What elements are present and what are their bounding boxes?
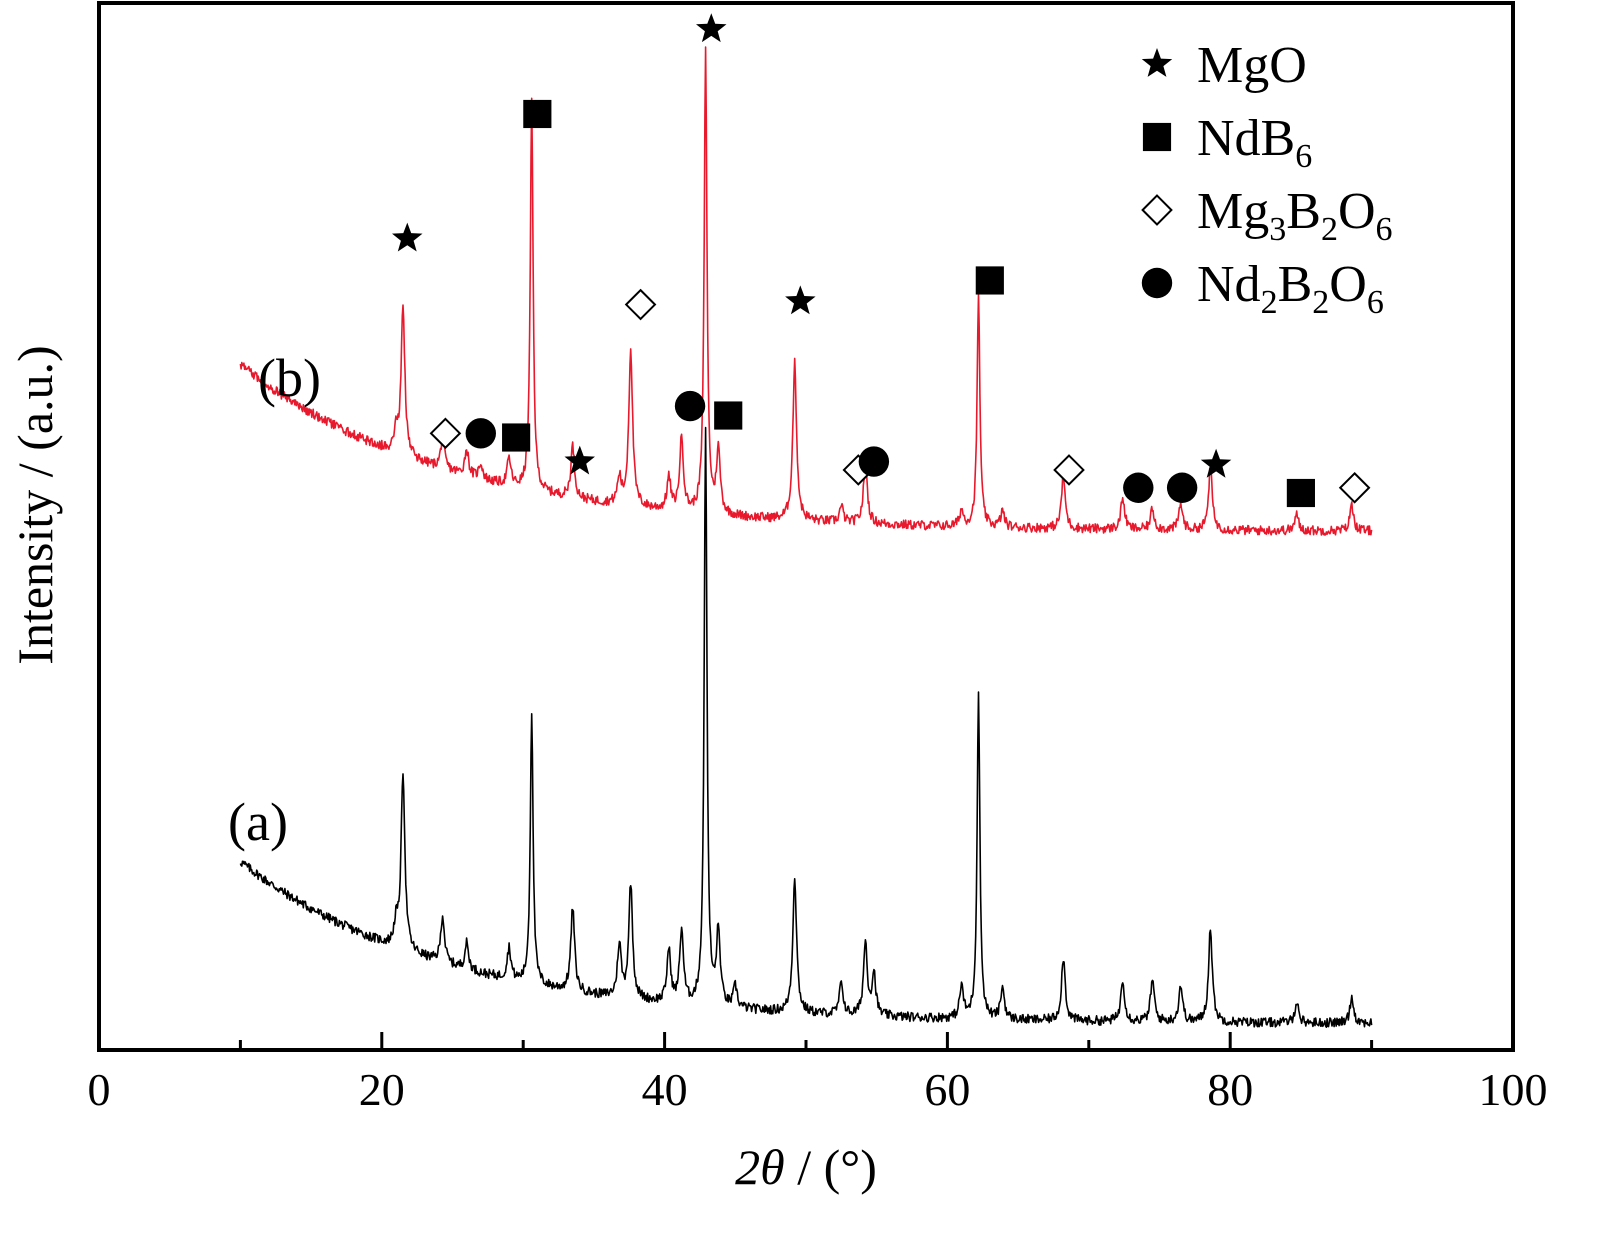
square-marker: [714, 401, 743, 430]
legend-item: Nd2B2O6: [1141, 256, 1384, 321]
y-axis-title: Intensity / (a.u.): [7, 345, 63, 664]
legend-subscript: 6: [1295, 138, 1312, 175]
x-tick-label: 0: [88, 1064, 111, 1115]
legend-subscript: 2: [1261, 284, 1278, 321]
series-label-a: (a): [228, 792, 288, 852]
legend-star-marker: [1141, 48, 1173, 77]
star-marker: [696, 13, 727, 43]
legend-subscript: 6: [1376, 211, 1393, 248]
star-marker: [785, 285, 816, 315]
diamond-marker: [1338, 471, 1371, 504]
legend-text-part: O: [1338, 183, 1376, 240]
x-tick-label: 60: [924, 1064, 970, 1115]
square-marker: [1286, 478, 1315, 508]
legend-text-part: NdB: [1197, 110, 1295, 167]
square-marker: [502, 423, 531, 452]
legend-text-part: B: [1278, 256, 1313, 313]
legend-text-part: MgO: [1197, 37, 1307, 94]
legend-text-part: B: [1286, 183, 1321, 240]
circle-marker: [465, 418, 496, 449]
legend-text-part: O: [1329, 256, 1367, 313]
legend-text-part: Nd: [1197, 256, 1261, 313]
legend-subscript: 2: [1312, 284, 1329, 321]
legend-circle-marker: [1141, 267, 1173, 299]
series-label-b: (b): [258, 348, 321, 408]
square-marker: [523, 99, 552, 129]
legend-label: Mg3B2O6: [1197, 183, 1393, 248]
square-marker: [975, 266, 1004, 295]
legend-item: NdB6: [1142, 110, 1312, 175]
diamond-marker: [624, 288, 657, 321]
circle-marker: [858, 446, 890, 477]
legend-subscript: 2: [1321, 211, 1338, 248]
phase-markers: [392, 13, 1371, 508]
diamond-marker: [1053, 454, 1085, 486]
diamond-marker: [429, 417, 462, 450]
x-tick-label: 40: [642, 1064, 688, 1115]
x-axis-title: 2θ / (°): [735, 1139, 877, 1195]
x-tick-label: 80: [1207, 1064, 1253, 1115]
legend-label: Nd2B2O6: [1197, 256, 1384, 321]
legend-subscript: 6: [1367, 284, 1384, 321]
legend-label: NdB6: [1197, 110, 1312, 175]
series-line-b: [239, 46, 1373, 536]
legend-subscript: 3: [1269, 211, 1286, 248]
legend-diamond-marker: [1141, 194, 1173, 226]
legend-square-marker: [1142, 122, 1172, 152]
legend-label: MgO: [1197, 37, 1307, 94]
star-marker: [392, 222, 423, 252]
x-tick-label: 100: [1479, 1064, 1548, 1115]
x-axis-title-theta: 2θ: [735, 1139, 785, 1195]
x-ticks: 0 20 40 60 80 100: [88, 1032, 1548, 1115]
x-tick-label: 20: [359, 1064, 405, 1115]
series-lines: [239, 46, 1373, 1028]
circle-marker: [1166, 472, 1198, 503]
x-axis-title-unit: / (°): [785, 1139, 877, 1195]
legend-item: MgO: [1141, 37, 1307, 94]
legend-item: Mg3B2O6: [1141, 183, 1393, 248]
circle-marker: [1123, 472, 1154, 503]
legend-text-part: Mg: [1197, 183, 1269, 240]
star-marker: [1200, 448, 1232, 478]
series-line-a: [239, 426, 1373, 1028]
circle-marker: [674, 390, 706, 422]
star-marker: [564, 445, 595, 475]
